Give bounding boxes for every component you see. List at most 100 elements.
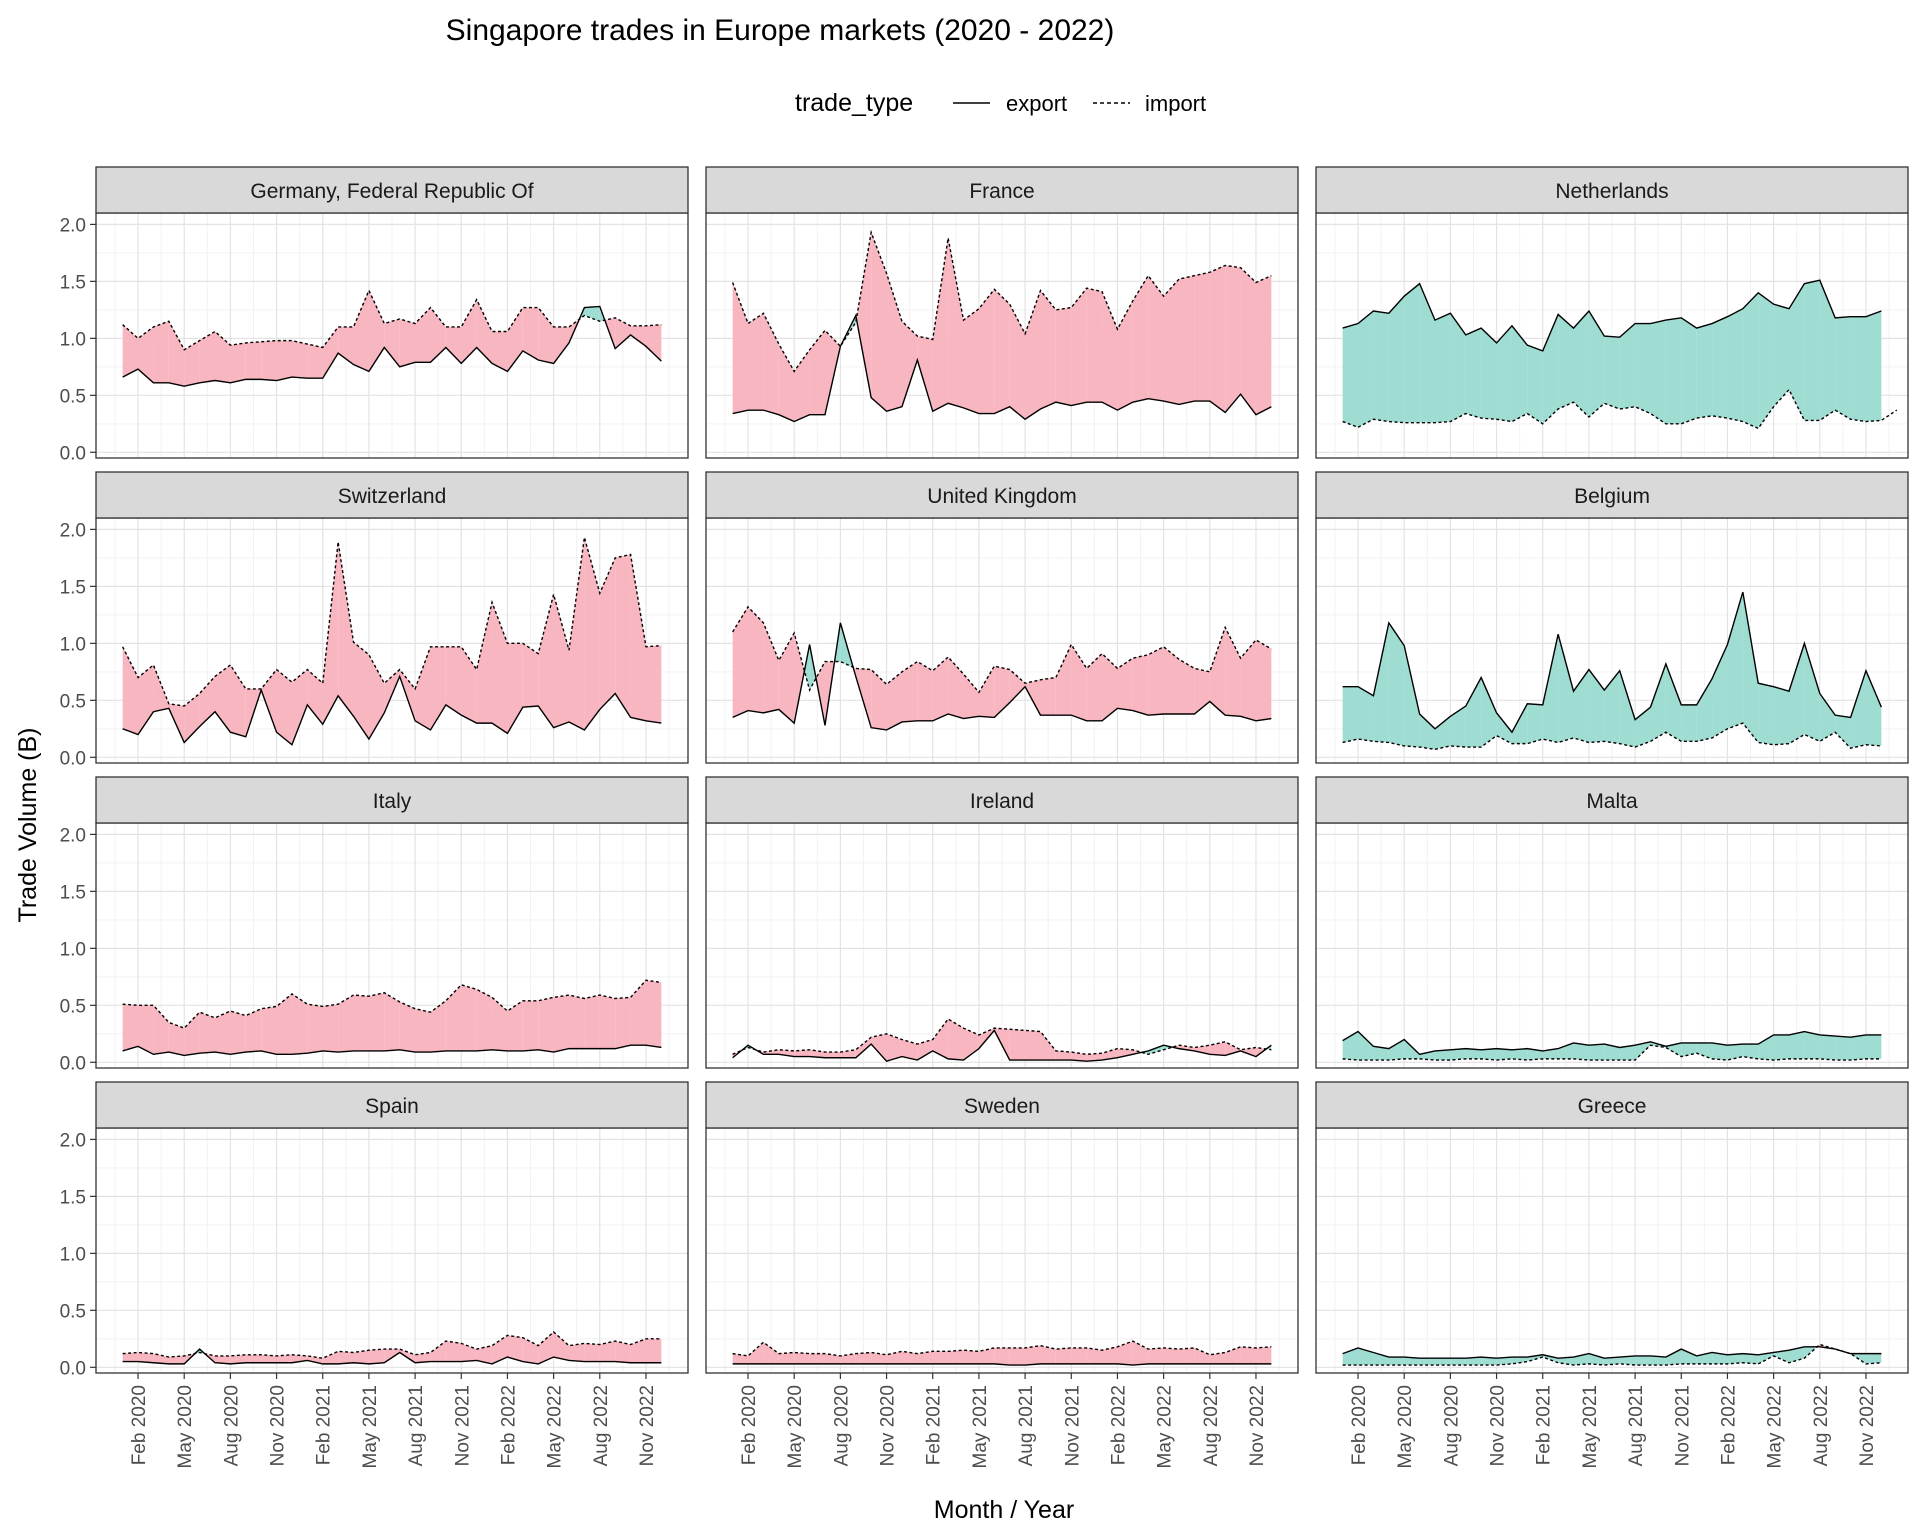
ribbon-segment [1388, 296, 1405, 423]
ribbon-segment [1450, 706, 1466, 748]
ribbon-segment [1665, 1349, 1682, 1366]
ribbon-segment [1117, 1341, 1133, 1366]
ribbon-segment [507, 1335, 523, 1362]
ribbon-segment [153, 1353, 169, 1364]
ribbon-segment [245, 1354, 262, 1363]
import-line [732, 1018, 1272, 1056]
ribbon-segment [1619, 670, 1636, 748]
ribbon-segment [1835, 316, 1851, 420]
ribbon-segment [1342, 323, 1359, 428]
ribbon-segment [168, 1355, 185, 1364]
ribbon-segment [871, 669, 887, 730]
legend-import-label: import [1145, 91, 1206, 116]
ribbon-segment [430, 1000, 446, 1053]
ribbon-segment [840, 1353, 856, 1364]
ribbon-segment [569, 537, 585, 730]
ribbon-segment [1373, 311, 1389, 422]
ribbon-segment [1850, 316, 1866, 422]
export-line [732, 1029, 1272, 1062]
ribbon-segment [1086, 1347, 1103, 1364]
ribbon-segment [384, 992, 400, 1051]
ribbon-segment [732, 282, 749, 414]
ribbon-segment [353, 1350, 369, 1364]
ribbon-segment [778, 344, 795, 422]
ribbon-segment [1358, 1031, 1374, 1061]
ribbon-segment [794, 633, 805, 724]
facet-strip-label: Spain [365, 1095, 419, 1118]
ribbon-segment [415, 1008, 431, 1053]
x-tick-label: Aug 2020 [831, 1385, 852, 1466]
ribbon-segment [871, 232, 887, 412]
ribbon-segment [584, 1343, 600, 1362]
ribbon-segment [230, 1354, 246, 1364]
ribbon-segment [1542, 1354, 1559, 1363]
ribbon-segment [1773, 1350, 1790, 1363]
import-line [122, 288, 662, 351]
ribbon-segment [1681, 1042, 1697, 1057]
ribbon-segment [153, 321, 169, 383]
ribbon-segment [415, 307, 431, 363]
ribbon-segment [1404, 283, 1420, 423]
ribbon-segment [399, 1001, 416, 1053]
ribbon-segment [1511, 1048, 1528, 1061]
x-tick-label: Feb 2021 [924, 1385, 945, 1465]
ribbon-segment [276, 669, 292, 745]
ribbon-segment [1527, 1048, 1543, 1061]
x-tick-label: Feb 2021 [314, 1385, 335, 1465]
export-line [122, 305, 662, 387]
ribbon-segment [1373, 1046, 1389, 1061]
x-axis-label: Month / Year [934, 1496, 1074, 1524]
x-tick-label: Nov 2022 [637, 1385, 658, 1466]
ribbon-segment [1665, 1042, 1682, 1057]
ribbon-segment [584, 995, 600, 1049]
ribbon-segment [794, 1049, 810, 1057]
ribbon-segment [415, 1352, 431, 1363]
y-tick-label: 0.0 [60, 443, 86, 464]
x-tick-label: Aug 2021 [1626, 1385, 1647, 1466]
ribbon-segment [978, 1347, 995, 1364]
ribbon-segment [763, 622, 779, 713]
ribbon-segment [368, 654, 385, 740]
ribbon-segment [901, 1351, 918, 1364]
ribbon-segment [584, 306, 600, 322]
ribbon-segment [199, 1012, 215, 1054]
ribbon-segment [553, 594, 570, 728]
ribbon-segment [1179, 1347, 1195, 1364]
ribbon-segment [809, 1353, 825, 1364]
ribbon-segment [1619, 323, 1636, 409]
import-line [1342, 722, 1882, 751]
ribbon-segment [1496, 325, 1512, 422]
ribbon-segment [1481, 328, 1497, 420]
ribbon-segment [1465, 677, 1482, 748]
ribbon-segment [307, 344, 323, 379]
ribbon-segment [138, 326, 154, 383]
import-line [122, 537, 662, 707]
ribbon-segment [794, 1352, 810, 1364]
ribbon-segment [1102, 291, 1118, 411]
y-tick-label: 1.0 [60, 1244, 86, 1265]
ribbon-segment [1696, 678, 1713, 742]
x-tick-label: Nov 2020 [878, 1385, 899, 1466]
ribbon-segment [1635, 323, 1651, 414]
ribbon-segment [948, 238, 964, 408]
ribbon-segment [368, 1349, 385, 1364]
ribbon-segment [1434, 313, 1451, 423]
facet-panel: Sweden Feb 2020 May 2020 Aug 2020 Nov 2020 Fe… [705, 1081, 1299, 1468]
ribbon-segment [338, 995, 354, 1053]
facet-strip [1315, 166, 1909, 214]
ribbon-segment [599, 557, 616, 710]
ribbon-segment [1404, 1357, 1420, 1366]
ribbon-segment [1789, 643, 1805, 744]
ribbon-segment [1240, 267, 1256, 415]
ribbon-segment [748, 313, 764, 411]
ribbon-segment [1163, 1347, 1180, 1364]
y-tick-label: 0.5 [60, 691, 86, 712]
ribbon-segment [1773, 304, 1790, 407]
ribbon-segment [630, 325, 646, 347]
ribbon-segment [1358, 686, 1374, 742]
ribbon-segment [1255, 275, 1272, 415]
x-tick-label: Feb 2020 [739, 1385, 760, 1465]
ribbon-segment [1209, 1352, 1226, 1364]
ribbon-segment [291, 340, 308, 379]
ribbon-segment [1225, 627, 1241, 717]
